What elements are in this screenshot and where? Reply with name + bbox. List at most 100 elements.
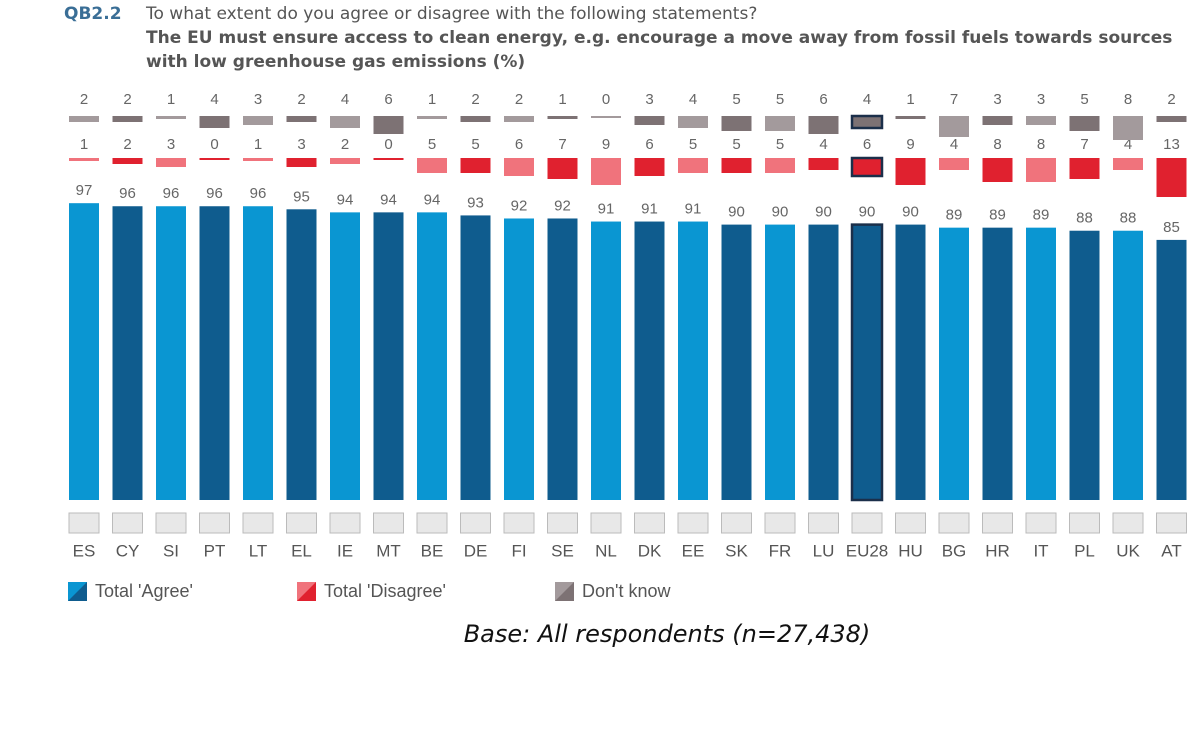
x-tick-label: DK [638,541,662,560]
value-label: 96 [119,185,136,202]
value-label: 92 [511,197,528,214]
bar [678,158,708,173]
value-label: 7 [558,136,566,153]
flag [721,512,752,534]
bar [504,218,534,501]
value-label: 7 [1080,136,1088,153]
bar [634,221,665,501]
flag [416,512,448,534]
value-label: 2 [515,91,523,108]
bar [373,212,404,501]
value-label: 5 [428,136,436,153]
value-label: 96 [163,185,180,202]
flag [590,512,622,534]
value-label: 0 [384,136,392,153]
value-label: 90 [728,204,745,221]
x-tick-label: PL [1074,541,1095,560]
bar [243,116,273,125]
bar [460,116,491,122]
x-tick-label: EL [291,541,312,560]
bar [417,158,447,173]
bar [1026,227,1056,500]
bar [591,116,621,118]
value-label: 2 [1167,91,1175,108]
bar [982,116,1013,125]
value-label: 89 [946,207,963,224]
flag [199,512,230,534]
header: QB2.2 To what extent do you agree or disa… [64,2,1200,74]
value-label: 8 [1124,91,1132,108]
bar [765,158,795,173]
value-label: 5 [1080,91,1088,108]
value-label: 1 [167,91,175,108]
bar [1156,239,1187,500]
value-label: 6 [819,91,827,108]
value-label: 5 [776,91,784,108]
x-tick-label: EU28 [846,541,889,560]
x-tick-label: UK [1116,541,1140,560]
value-label: 2 [123,91,131,108]
x-tick-label: SI [163,541,179,560]
flag [677,512,709,534]
legend-swatch-accent [555,582,574,601]
bar [1156,116,1187,122]
x-tick-label: IT [1033,541,1048,560]
legend-label: Total 'Agree' [95,581,193,601]
value-label: 6 [863,136,871,153]
bar [721,224,752,500]
value-label: 6 [515,136,523,153]
flag [155,512,187,534]
bar [721,158,752,173]
value-label: 5 [776,136,784,153]
bar [1069,116,1100,131]
flag [808,512,839,534]
x-tick-label: FR [769,541,792,560]
x-tick-label: ES [73,541,96,560]
bar [460,158,491,173]
value-label: 8 [993,136,1001,153]
bar [69,116,99,122]
flag [112,512,143,534]
x-tick-label: LT [249,541,268,560]
value-label: 92 [554,197,571,214]
value-label: 5 [732,91,740,108]
value-label: 88 [1076,210,1093,227]
value-label: 8 [1037,136,1045,153]
flag [329,512,361,534]
bar [850,223,884,502]
legend-swatch-accent [297,582,316,601]
bar [373,116,404,134]
bar [330,116,360,128]
bar [504,116,534,122]
bar [1069,230,1100,500]
value-label: 2 [471,91,479,108]
bar [69,203,99,500]
bar [156,158,186,167]
bar [765,116,795,131]
value-label: 91 [598,201,615,218]
x-tick-label: SK [725,541,748,560]
value-label: 13 [1163,136,1180,153]
bar [1113,116,1143,140]
bar [547,158,578,179]
bar [591,221,621,501]
x-tick-label: NL [595,541,617,560]
bar [199,158,230,160]
flag [1156,512,1187,534]
bar [808,116,839,134]
legend-label: Total 'Disagree' [324,581,446,601]
bar [634,158,665,176]
bar [895,224,926,500]
flag [1112,512,1144,534]
bar [199,206,230,501]
value-label: 91 [685,201,702,218]
footnote: Base: All respondents (n=27,438) [463,620,871,648]
flag [68,512,100,534]
chart-subtitle: The EU must ensure access to clean energ… [146,28,1173,72]
question-code: QB2.2 [64,4,122,24]
value-label: 91 [641,201,658,218]
bar [547,116,578,119]
bar [286,209,317,501]
bar [460,215,491,501]
